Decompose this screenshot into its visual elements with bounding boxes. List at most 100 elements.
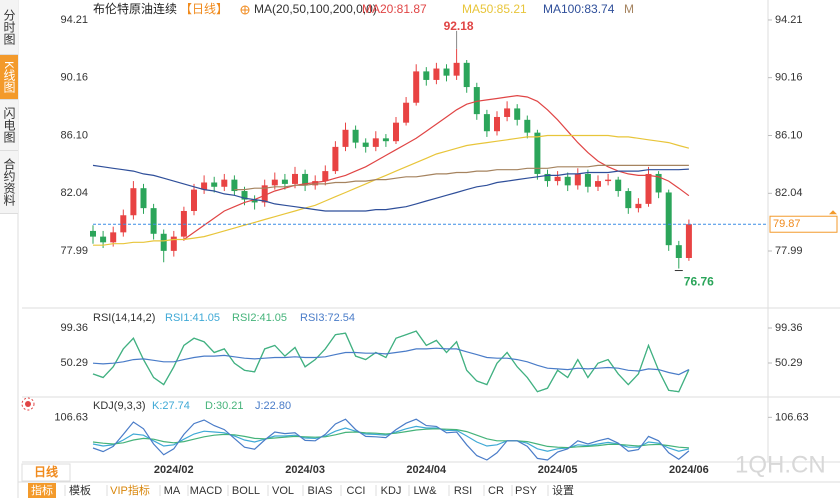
last-price-box — [769, 215, 838, 233]
candle-body — [110, 232, 117, 243]
candle-body — [463, 62, 470, 88]
y-tick-label: 106.63 — [775, 411, 809, 423]
candle-body — [534, 132, 541, 174]
toolbar-item[interactable]: RSI — [454, 485, 472, 497]
candle-body — [362, 142, 369, 147]
candle-body — [524, 119, 531, 133]
candle-body — [191, 189, 197, 211]
y-tick-label: 90.16 — [60, 72, 88, 84]
toolbar-active — [28, 483, 56, 498]
candle-body — [675, 245, 682, 258]
candle-body — [150, 208, 157, 234]
candle-body — [453, 62, 460, 76]
legend-entry: J:22.80 — [255, 400, 291, 412]
candle-body — [665, 192, 672, 246]
toolbar-item[interactable]: CCI — [347, 485, 366, 497]
candle-body — [201, 182, 208, 190]
candle-body — [211, 182, 218, 187]
toolbar-item[interactable]: 设置 — [552, 484, 574, 497]
candle-body — [595, 181, 601, 187]
toolbar-item[interactable]: 指标 — [31, 483, 53, 497]
candle-body — [322, 171, 329, 182]
series-line — [92, 347, 690, 376]
legend-entry: K:27.74 — [152, 400, 190, 412]
candle-body — [170, 236, 177, 251]
candle-body — [372, 138, 379, 147]
kdj-icon[interactable] — [25, 401, 31, 407]
candle-body — [292, 173, 298, 184]
candle-body — [433, 68, 440, 80]
period-tab-box[interactable] — [21, 463, 71, 482]
toolbar-item[interactable]: MA — [164, 485, 181, 497]
candle-body — [685, 224, 692, 258]
series-line — [92, 418, 690, 461]
tab[interactable]: 闪电图 — [0, 100, 18, 151]
tab[interactable]: K线图 — [0, 55, 18, 100]
y-tick-label: 50.29 — [60, 357, 88, 369]
candle-body — [413, 71, 420, 103]
max-label: 92.18 — [444, 19, 474, 33]
candle-body — [584, 173, 591, 187]
period-tab[interactable]: 日线 — [34, 464, 58, 479]
y-tick-label: 82.04 — [60, 187, 88, 199]
legend-entry: MA100:83.74 — [543, 2, 615, 16]
candle-body — [342, 129, 349, 147]
y-tick-label: 77.99 — [60, 245, 88, 257]
candle-body — [615, 179, 622, 192]
candle-body — [140, 188, 147, 209]
legend-entry: MA20:81.87 — [362, 2, 427, 16]
candle-body — [645, 173, 652, 204]
candle-body — [403, 102, 410, 123]
toolbar-item[interactable]: CR — [488, 485, 504, 497]
candle-body — [130, 188, 137, 216]
candle-body — [90, 230, 96, 237]
toolbar-item[interactable]: 模板 — [69, 483, 91, 497]
series-line — [92, 330, 690, 393]
series-line — [92, 164, 689, 212]
legend-entry: RSI2:41.05 — [232, 312, 287, 324]
candle-body — [261, 185, 268, 203]
title: 布伦特原油连续 — [93, 1, 177, 16]
last-price-label: 79.87 — [773, 218, 801, 230]
y-tick-label: 77.99 — [775, 245, 803, 257]
candle-body — [554, 176, 561, 182]
toolbar-item[interactable]: MACD — [190, 485, 222, 497]
series-line — [234, 164, 689, 191]
toolbar-item[interactable]: VIP指标 — [110, 483, 150, 497]
candle-body — [473, 87, 480, 115]
candle-body — [251, 199, 258, 203]
candle-body — [332, 146, 339, 172]
y-tick-label: 94.21 — [60, 14, 88, 26]
tab[interactable]: 合约资料 — [0, 151, 18, 214]
candle-body — [160, 233, 167, 251]
y-tick-label: 99.36 — [60, 322, 88, 334]
candle-body — [271, 179, 278, 186]
y-tick-label: 86.10 — [60, 129, 88, 141]
legend-entry: RSI1:41.05 — [165, 312, 220, 324]
legend-entry: RSI3:72.54 — [300, 312, 355, 324]
series-line — [93, 134, 690, 246]
y-tick-label: 82.04 — [775, 187, 803, 199]
y-tick-label: 99.36 — [775, 322, 803, 334]
toolbar-item[interactable]: BOLL — [232, 485, 260, 497]
rsi-indicator: RSI(14,14,2) — [93, 312, 155, 324]
toolbar-item[interactable]: VOL — [272, 485, 294, 497]
min-label: 76.76 — [684, 275, 714, 289]
candle-body — [544, 173, 551, 182]
toolbar-item[interactable]: KDJ — [381, 485, 402, 497]
tab[interactable]: 分时图 — [0, 0, 18, 55]
candle-body — [635, 203, 642, 209]
toolbar-item[interactable]: PSY — [515, 485, 538, 497]
y-tick-label: 94.21 — [775, 14, 803, 26]
candle-body — [514, 108, 521, 120]
candle-body — [605, 179, 612, 182]
toolbar-item[interactable]: LW& — [413, 485, 437, 497]
x-tick-label: 2024/06 — [669, 464, 709, 476]
candle-body — [625, 191, 632, 209]
candle-body — [504, 108, 511, 117]
candle-body — [655, 173, 662, 193]
watermark: 1QH.CN — [735, 451, 826, 478]
candle-body — [483, 114, 490, 132]
toolbar-item[interactable]: BIAS — [307, 485, 332, 497]
